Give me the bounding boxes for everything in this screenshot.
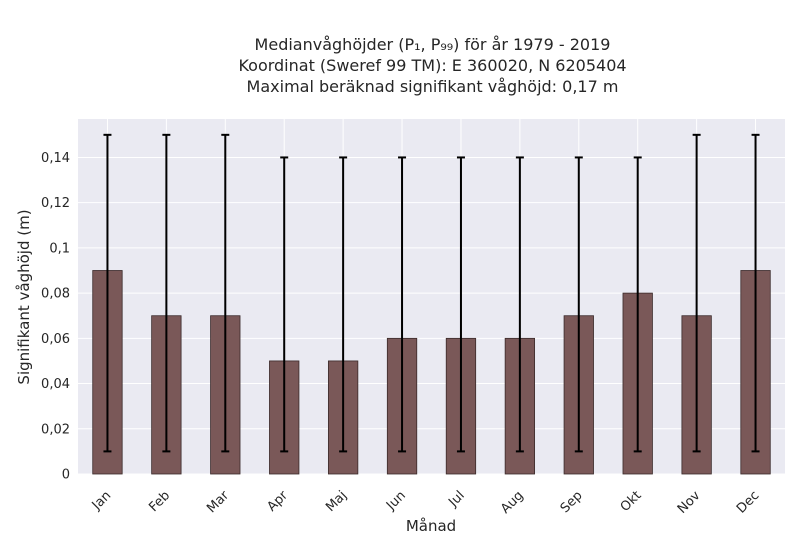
x-tick-label: Jun	[383, 488, 409, 514]
y-tick-label: 0	[62, 468, 70, 483]
y-tick-label: 0,1	[49, 241, 70, 256]
x-tick-label: Sep	[558, 488, 586, 516]
x-tick-label: Jul	[445, 488, 467, 510]
chart-title: Medianvåghöjder (P₁, P₉₉) för år 1979 - …	[80, 34, 785, 97]
y-tick-label: 0,12	[41, 196, 70, 211]
y-axis-ticks: 0 0,02 0,04 0,06 0,08 0,1 0,12 0,14	[41, 151, 70, 483]
y-tick-label: 0,06	[41, 332, 70, 347]
y-tick-label: 0,08	[41, 287, 70, 302]
y-tick-label: 0,14	[41, 151, 70, 166]
x-tick-label: Maj	[323, 488, 350, 515]
x-axis-ticks: Jan Feb Mar Apr Maj Jun Jul Aug Sep Okt Nov Dec	[89, 488, 763, 517]
x-tick-label: Aug	[498, 488, 527, 517]
x-tick-label: Nov	[675, 488, 704, 517]
x-tick-label: Mar	[204, 488, 232, 516]
x-tick-label: Apr	[265, 488, 292, 515]
x-tick-label: Feb	[146, 488, 173, 515]
x-tick-label: Okt	[618, 488, 645, 515]
chart-title-line-2: Koordinat (Sweref 99 TM): E 360020, N 62…	[238, 56, 627, 75]
y-tick-label: 0,04	[41, 377, 70, 392]
x-tick-label: Dec	[734, 488, 762, 516]
chart-title-line-3: Maximal beräknad signifikant våghöjd: 0,…	[246, 77, 619, 96]
y-axis-label: Signifikant våghöjd (m)	[15, 209, 33, 384]
x-axis-label: Månad	[406, 517, 456, 535]
y-tick-label: 0,02	[41, 422, 70, 437]
chart-title-line-1: Medianvåghöjder (P₁, P₉₉) för år 1979 - …	[254, 35, 611, 54]
plot-area-background	[78, 119, 785, 474]
error-bars	[103, 133, 760, 453]
x-tick-label: Jan	[89, 488, 114, 513]
